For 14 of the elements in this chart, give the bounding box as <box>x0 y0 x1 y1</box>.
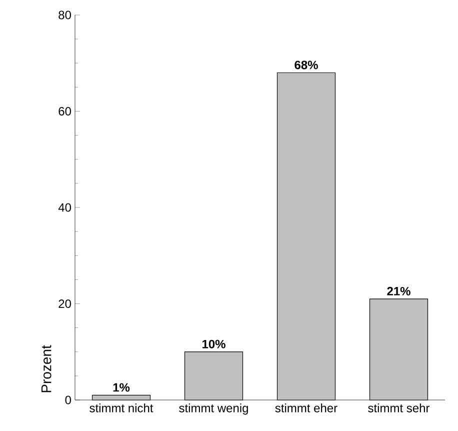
y-tick-label: 20 <box>58 299 72 308</box>
x-tick-label: stimmt nicht <box>90 404 154 412</box>
y-tick-label: 0 <box>65 396 72 404</box>
data-label: 10% <box>202 340 226 348</box>
y-tick-label: 40 <box>58 203 72 212</box>
y-tick-label: 60 <box>58 107 72 116</box>
x-tick-label: stimmt eher <box>275 404 338 412</box>
data-label: 1% <box>113 383 130 392</box>
y-tick-label: 80 <box>58 10 72 20</box>
x-tick-label: stimmt sehr <box>368 404 430 412</box>
x-tick-label: stimmt wenig <box>179 404 248 415</box>
data-label: 21% <box>387 286 410 296</box>
y-axis-title: Prozent <box>41 345 52 392</box>
data-label: 68% <box>294 60 318 70</box>
